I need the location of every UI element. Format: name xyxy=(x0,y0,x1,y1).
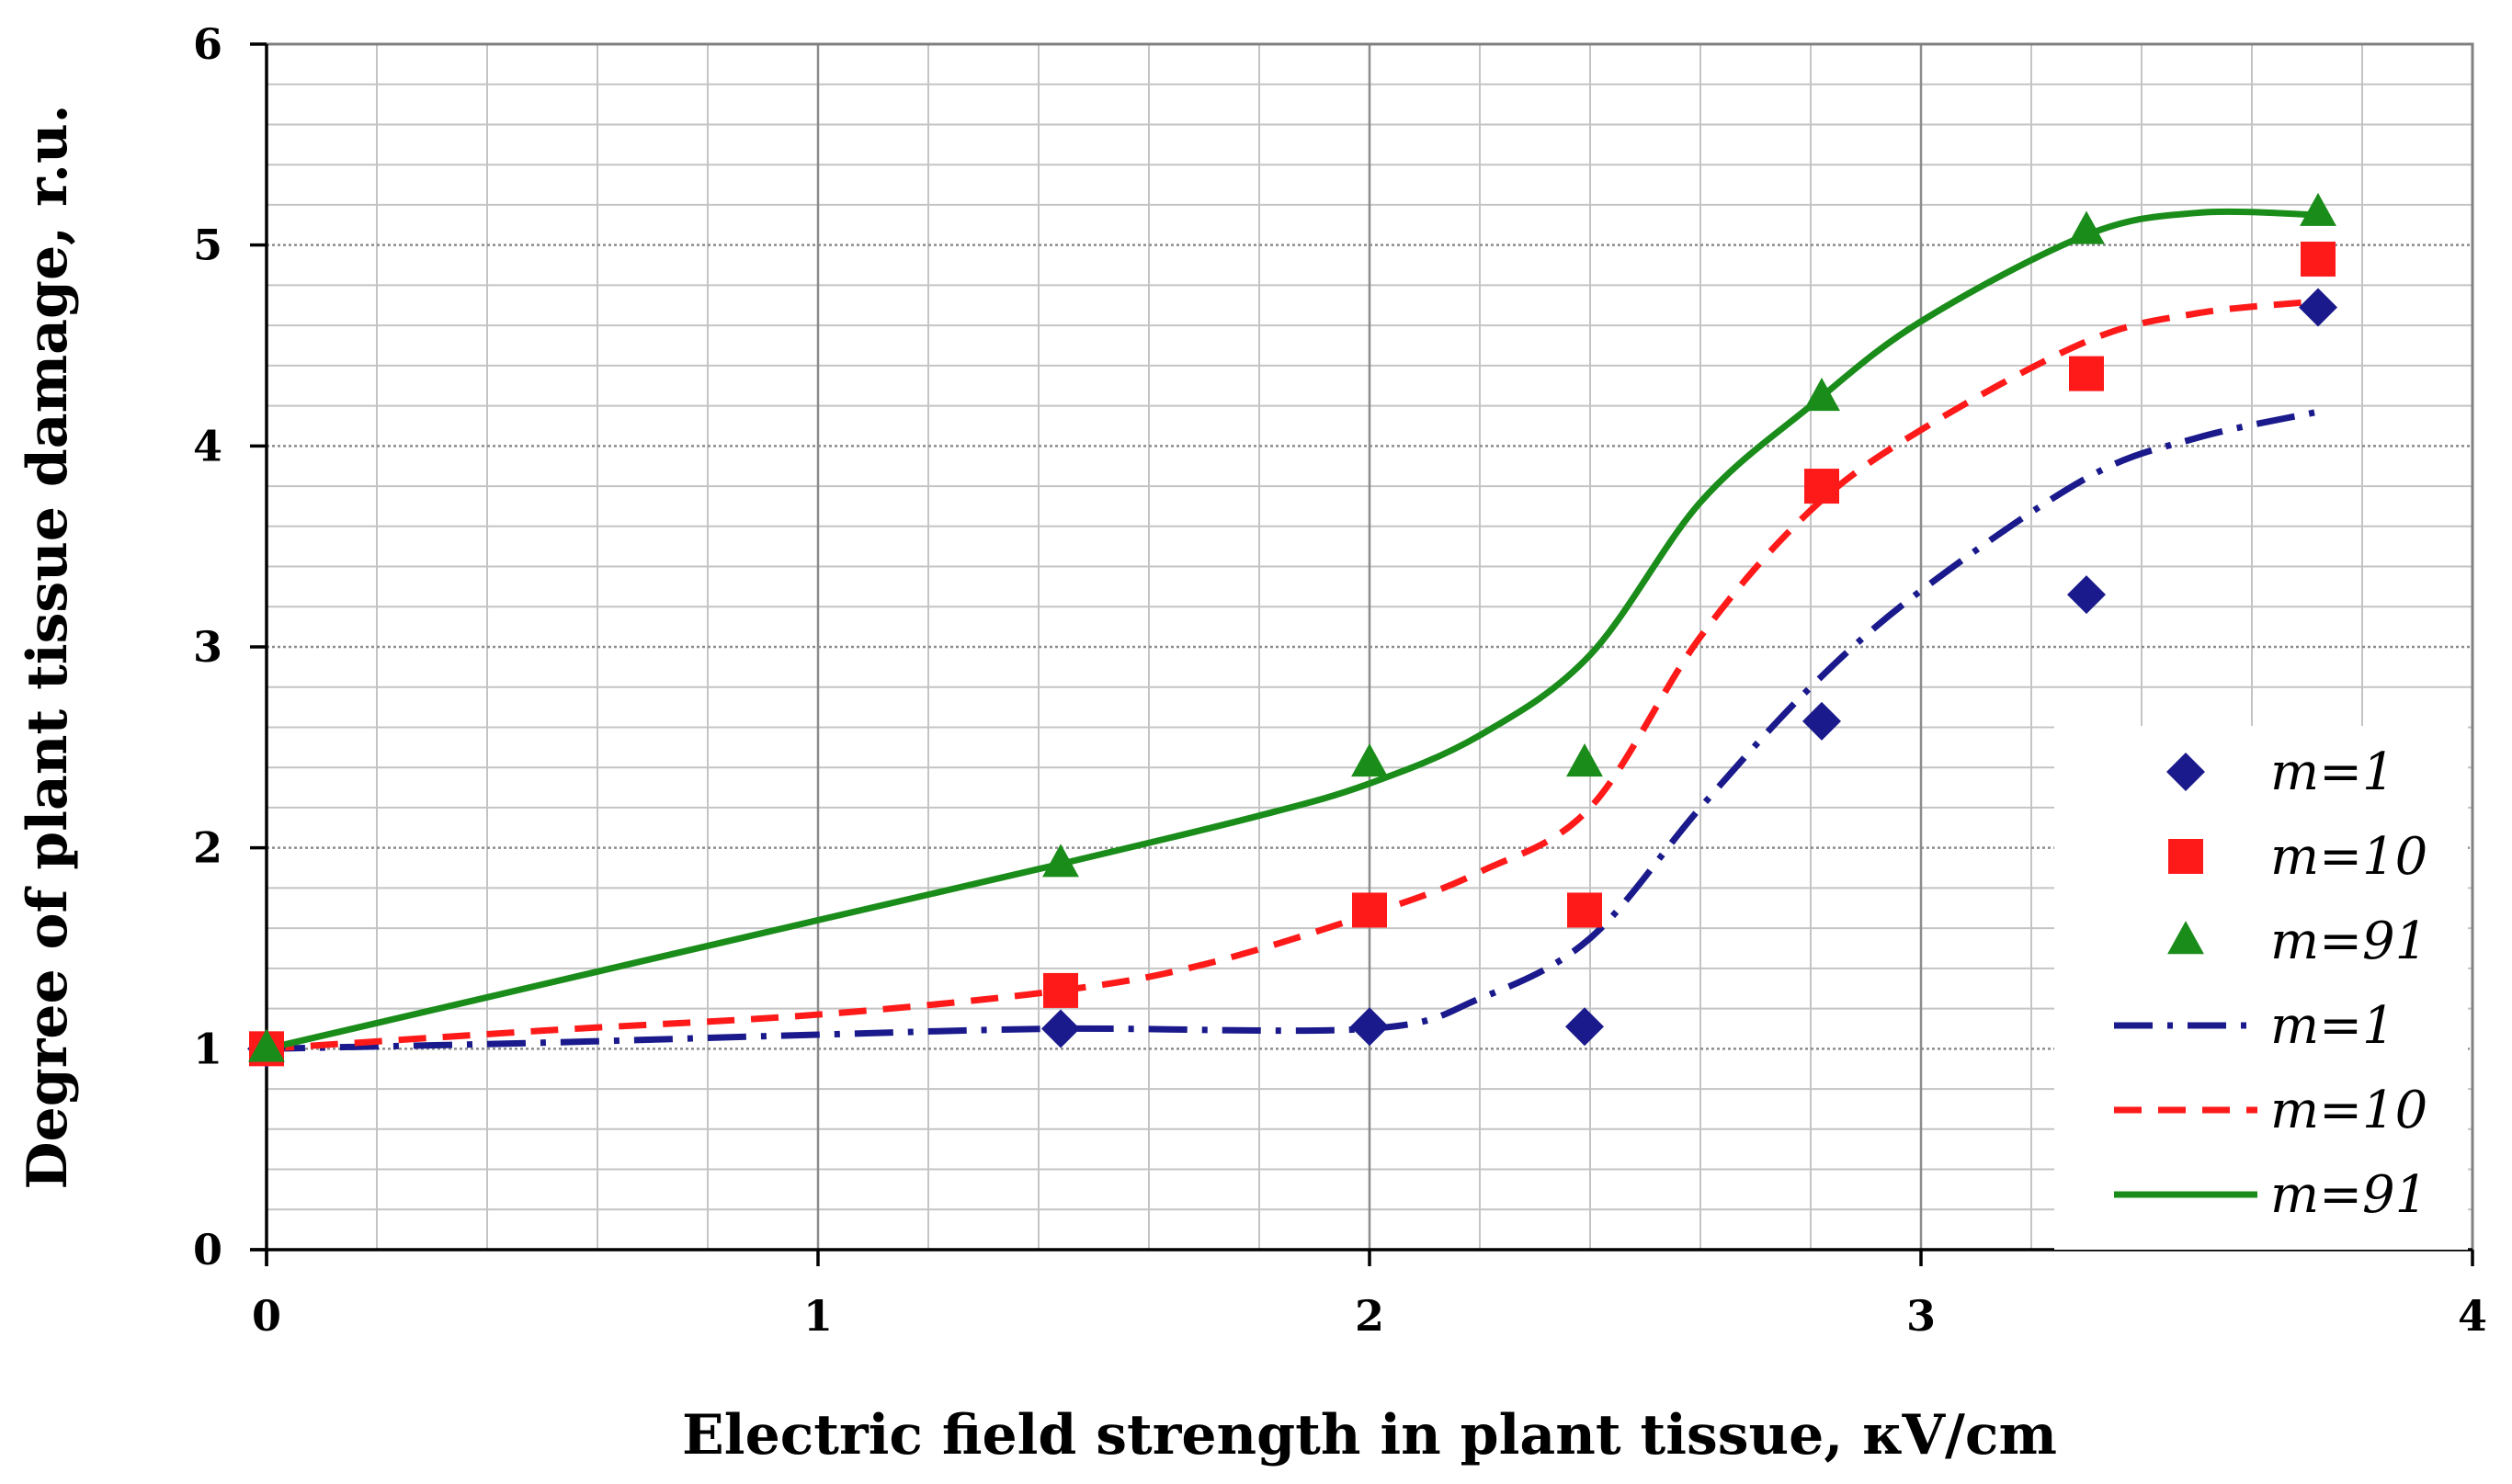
y-tick-label: 4 xyxy=(193,421,222,470)
legend: m=1 m=10 m=91 m=1 m=10 m=91 xyxy=(2054,726,2468,1250)
y-tick-label: 1 xyxy=(193,1024,222,1073)
marker-m=91 xyxy=(2068,210,2105,244)
marker-m=1 xyxy=(2299,288,2337,327)
marker-m=91 xyxy=(1566,742,1603,777)
legend-box xyxy=(2054,726,2468,1250)
curve-m=10 xyxy=(266,298,2319,1052)
marker-m=91 xyxy=(1042,844,1079,878)
data-markers xyxy=(247,192,2337,1069)
x-tick-labels: 0 1 2 3 4 xyxy=(252,1291,2487,1341)
marker-m=1 xyxy=(1041,1009,1080,1048)
x-axis-title: Electric field strength in plant tissue,… xyxy=(682,1403,2057,1467)
marker-m=91 xyxy=(1351,742,1388,777)
marker-m=10 xyxy=(1043,972,1078,1008)
fit-curves xyxy=(266,208,2319,1052)
curve-m=1 xyxy=(266,408,2319,1052)
legend-label: m=1 xyxy=(2270,996,2395,1056)
y-tick-label: 0 xyxy=(193,1225,222,1274)
y-tick-label: 5 xyxy=(193,221,222,270)
legend-label: m=10 xyxy=(2270,827,2427,887)
legend-label: m=91 xyxy=(2270,912,2427,971)
x-tick-label: 2 xyxy=(1355,1291,1384,1341)
legend-symbol-m=91 xyxy=(2167,921,2204,955)
y-tick-label: 2 xyxy=(193,823,222,873)
marker-m=1 xyxy=(1802,701,1841,741)
legend-label: m=91 xyxy=(2270,1165,2427,1225)
marker-m=10 xyxy=(2301,241,2336,277)
marker-m=10 xyxy=(1567,892,1602,928)
marker-m=1 xyxy=(1565,1007,1604,1047)
y-tick-label: 6 xyxy=(193,19,222,69)
y-tick-labels: 0 1 2 3 4 5 6 xyxy=(193,19,222,1274)
x-tick-label: 0 xyxy=(252,1291,281,1341)
marker-m=91 xyxy=(248,1028,285,1062)
legend-label: m=10 xyxy=(2270,1081,2427,1140)
legend-symbol-m=1 xyxy=(2166,753,2205,791)
marker-m=10 xyxy=(2069,356,2104,391)
x-tick-label: 3 xyxy=(1906,1291,1936,1341)
x-tick-label: 4 xyxy=(2458,1291,2487,1341)
legend-symbol-m=10 xyxy=(2168,839,2203,874)
y-axis-title: Degree of plant tissue damage, r.u. xyxy=(16,105,80,1190)
curve-m=91 xyxy=(266,208,2319,1052)
marker-m=91 xyxy=(1803,378,1840,412)
marker-m=91 xyxy=(2300,192,2336,226)
marker-m=1 xyxy=(1350,1007,1389,1047)
marker-m=10 xyxy=(1804,469,1839,504)
marker-m=10 xyxy=(1352,892,1387,928)
x-tick-label: 1 xyxy=(803,1291,833,1341)
y-tick-label: 3 xyxy=(193,622,222,672)
marker-m=1 xyxy=(2067,575,2106,615)
legend-label: m=1 xyxy=(2270,742,2395,802)
